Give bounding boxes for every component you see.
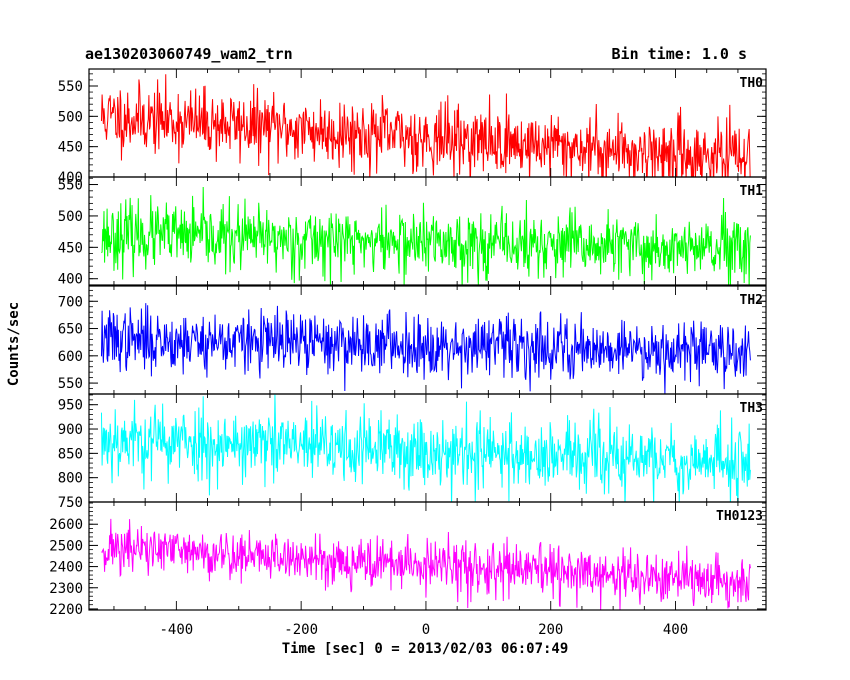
y-tick-label: 450 [58, 140, 83, 156]
y-tick-label: 750 [58, 495, 83, 511]
panel-label-th1: TH1 [740, 184, 764, 199]
y-tick-label: 500 [58, 109, 83, 125]
series-line-th2 [100, 303, 751, 394]
panel-label-th0123: TH0123 [716, 509, 763, 524]
y-tick-label: 550 [58, 79, 83, 95]
y-tick-label: 2400 [49, 560, 83, 576]
y-tick-label: 800 [58, 471, 83, 487]
y-tick-label: 400 [58, 170, 83, 186]
y-tick-label: 850 [58, 446, 83, 462]
x-axis-label: Time [sec] 0 = 2013/02/03 06:07:49 [282, 641, 569, 657]
y-tick-label: 700 [58, 294, 83, 310]
panel-label-th3: TH3 [740, 401, 763, 416]
y-tick-label: 400 [58, 272, 83, 288]
y-tick-label: 600 [58, 349, 83, 365]
y-axis-label: Counts/sec [6, 302, 22, 386]
y-tick-label: 2300 [49, 581, 83, 597]
series-line-th3 [100, 394, 751, 502]
panels-group: 400 450 500 550 TH0 400 450 500 550 TH1 550 600 650 7… [49, 68, 767, 638]
x-tick-label: 200 [538, 622, 563, 638]
chart-title: ae130203060749_wam2_trn [85, 45, 293, 63]
y-tick-label: 2500 [49, 538, 83, 554]
panel-label-th2: TH2 [740, 293, 763, 308]
panel-frame-th3 [88, 393, 767, 503]
y-tick-label: 2600 [49, 517, 83, 533]
x-tick-label: -200 [284, 622, 318, 638]
y-tick-label: 2200 [49, 602, 83, 618]
y-tick-label: 650 [58, 322, 83, 338]
y-tick-label: 900 [58, 422, 83, 438]
panel-label-th0: TH0 [740, 76, 764, 91]
panel-frame-th1 [88, 176, 767, 286]
y-tick-label: 550 [58, 178, 83, 194]
bin-time-label: Bin time: 1.0 s [612, 45, 747, 63]
x-tick-label: -400 [159, 622, 193, 638]
x-tick-label: 400 [663, 622, 688, 638]
y-tick-label: 950 [58, 398, 83, 414]
series-line-th1 [101, 186, 751, 285]
series-line-th0123 [101, 518, 751, 610]
x-tick-label: 0 [422, 622, 430, 638]
series-line-th0 [100, 74, 751, 177]
y-tick-label: 550 [58, 376, 83, 392]
panel-frame-th0123 [88, 501, 767, 611]
y-tick-label: 450 [58, 240, 83, 256]
y-tick-label: 500 [58, 209, 83, 225]
